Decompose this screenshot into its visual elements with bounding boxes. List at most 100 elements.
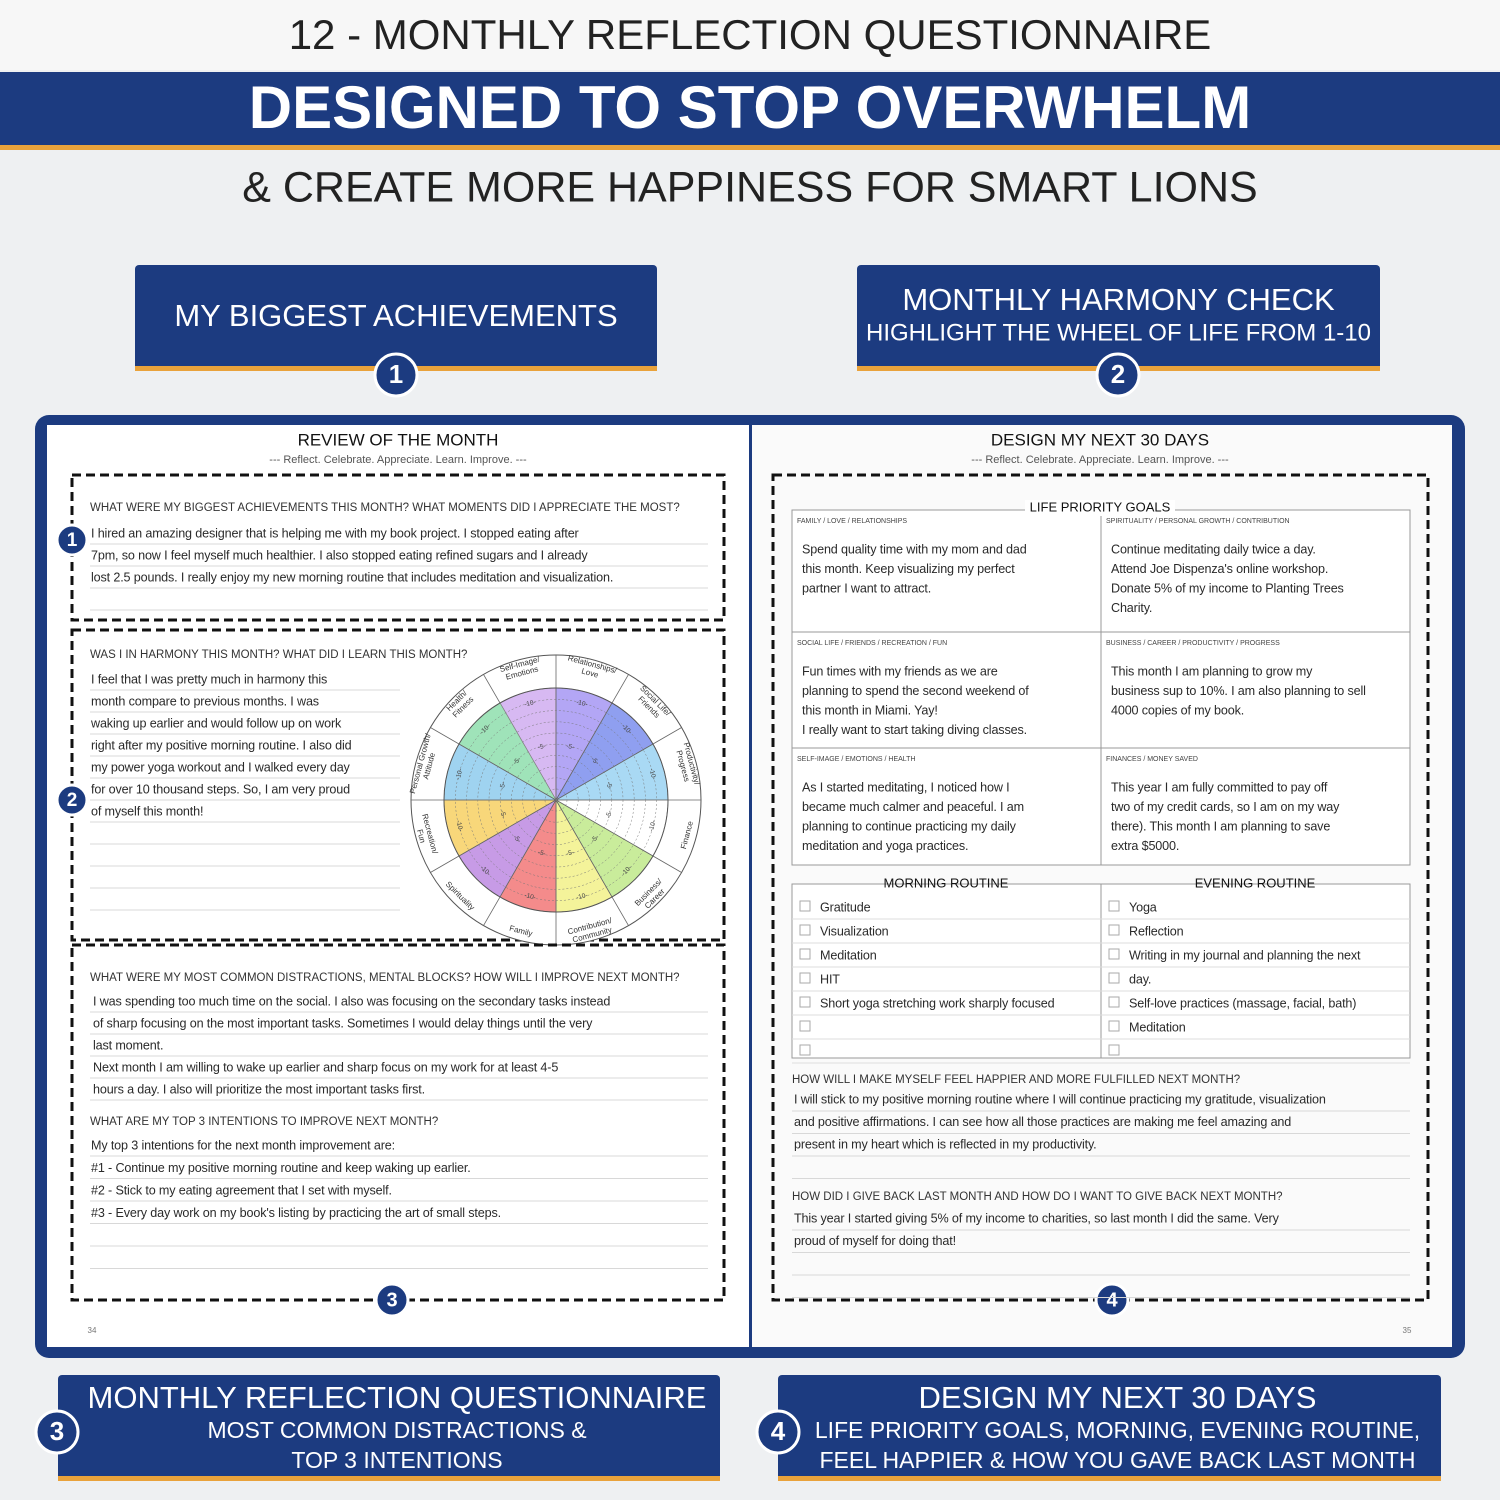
page-number: 35 xyxy=(1403,1326,1412,1335)
handwritten-line: present in my heart which is reflected i… xyxy=(794,1137,1097,1151)
handwritten-line: I really want to start taking diving cla… xyxy=(802,723,1027,737)
wheel-divider xyxy=(483,799,557,926)
checkbox xyxy=(799,1044,811,1056)
routine-item: Yoga xyxy=(1129,900,1157,914)
wheel-scale: -5- xyxy=(537,743,546,752)
page-title: REVIEW OF THE MONTH xyxy=(298,430,499,449)
handwritten-line: two of my credit cards, so I am on my wa… xyxy=(1111,800,1340,814)
checkbox xyxy=(1108,948,1120,960)
number-badge xyxy=(55,523,89,557)
wheel-label: Fun xyxy=(415,828,427,844)
routine-item: Gratitude xyxy=(820,900,871,914)
header-subline: & CREATE MORE HAPPINESS FOR SMART LIONS xyxy=(242,163,1257,211)
handwritten-line: Donate 5% of my income to Planting Trees xyxy=(1111,581,1344,595)
routine-item: Visualization xyxy=(820,924,889,938)
handwritten-line: extra $5000. xyxy=(1111,839,1179,853)
wheel-ring xyxy=(544,788,568,812)
number-badge xyxy=(1094,1282,1130,1318)
goal-label: BUSINESS / CAREER / PRODUCTIVITY / PROGR… xyxy=(1106,640,1280,647)
wheel-scale: -10- xyxy=(454,819,464,832)
handwritten-line: there). This month I am planning to save xyxy=(1111,819,1330,833)
number-badge xyxy=(55,783,89,817)
checkbox xyxy=(1108,996,1120,1008)
question: WHAT WERE MY MOST COMMON DISTRACTIONS, M… xyxy=(90,972,680,984)
routine-item: day. xyxy=(1129,972,1151,986)
wheel-scale: -5- xyxy=(590,834,601,845)
question: WAS I IN HARMONY THIS MONTH? WHAT DID I … xyxy=(90,649,467,661)
number-badge xyxy=(373,352,419,398)
handwritten-line: and positive affirmations. I can see how… xyxy=(794,1115,1291,1129)
callout-box xyxy=(778,1375,1441,1480)
goal-label: FINANCES / MONEY SAVED xyxy=(1106,756,1198,763)
handwritten-line: business sup to 10%. I am also planning … xyxy=(1111,684,1366,698)
badge-number: 4 xyxy=(1106,1289,1118,1311)
handwritten-line: #2 - Stick to my eating agreement that I… xyxy=(91,1183,392,1197)
handwritten-line: my power yoga workout and I walked every… xyxy=(91,760,351,774)
heading-bg xyxy=(1025,500,1175,516)
wheel-divider xyxy=(555,727,682,801)
routine-heading: MORNING ROUTINE xyxy=(884,875,1009,890)
wheel-ring xyxy=(477,721,635,879)
goal-label: SPIRITUALITY / PERSONAL GROWTH / CONTRIB… xyxy=(1106,518,1290,525)
handwritten-line: Spend quality time with my mom and dad xyxy=(802,542,1027,556)
handwritten-line: waking up earlier and would follow up on… xyxy=(90,716,342,730)
handwritten-line: 4000 copies of my book. xyxy=(1111,703,1244,717)
checkbox xyxy=(799,996,811,1008)
handwritten-line: Charity. xyxy=(1111,601,1152,615)
wheel-scale: -10- xyxy=(575,699,588,709)
handwritten-line: month compare to previous months. I was xyxy=(91,694,319,708)
routine-item: Self-love practices (massage, facial, ba… xyxy=(1129,996,1356,1010)
question: HOW DID I GIVE BACK LAST MONTH AND HOW D… xyxy=(792,1191,1283,1203)
goals-heading: LIFE PRIORITY GOALS xyxy=(1030,499,1171,514)
handwritten-line: proud of myself for doing that! xyxy=(794,1234,956,1248)
handwritten-line: I feel that I was pretty much in harmony… xyxy=(91,672,327,686)
number-badge xyxy=(1095,352,1141,398)
checkbox xyxy=(1108,924,1120,936)
handwritten-line: This year I am fully committed to pay of… xyxy=(1111,780,1328,794)
banner-title: DESIGNED TO STOP OVERWHELM xyxy=(249,74,1251,141)
callout-text: DESIGN MY NEXT 30 DAYS xyxy=(919,1380,1317,1415)
handwritten-line: planning to continue practicing my daily xyxy=(802,819,1017,833)
wheel-scale: -10- xyxy=(575,892,588,902)
wheel-ring xyxy=(533,777,579,823)
callout-text: FEEL HAPPIER & HOW YOU GAVE BACK LAST MO… xyxy=(819,1447,1415,1473)
wheel-scale: -5- xyxy=(605,781,614,790)
callout-accent xyxy=(58,1476,720,1481)
routine-item: Reflection xyxy=(1129,924,1184,938)
handwritten-line: #1 - Continue my positive morning routin… xyxy=(91,1161,471,1175)
routine-item: HIT xyxy=(820,972,840,986)
callout-box xyxy=(135,265,657,370)
checkbox xyxy=(799,1020,811,1032)
handwritten-line: I was spending too much time on the soci… xyxy=(93,994,610,1008)
routine-item: Meditation xyxy=(1129,1020,1186,1034)
handwritten-line: meditation and yoga practices. xyxy=(802,839,968,853)
wheel-ring xyxy=(522,766,590,834)
wheel-divider xyxy=(555,674,629,801)
routine-heading: EVENING ROUTINE xyxy=(1195,875,1316,890)
routine-item: Short yoga stretching work sharply focus… xyxy=(820,996,1055,1010)
handwritten-line: Attend Joe Dispenza's online workshop. xyxy=(1111,562,1328,576)
handwritten-line: #3 - Every day work on my book's listing… xyxy=(91,1206,501,1220)
wheel-scale: -10- xyxy=(524,892,537,902)
callout-text: MOST COMMON DISTRACTIONS & xyxy=(207,1417,586,1443)
callout-text: MONTHLY REFLECTION QUESTIONNAIRE xyxy=(88,1380,707,1415)
page-subtitle: --- Reflect. Celebrate. Appreciate. Lear… xyxy=(269,454,527,466)
checkbox xyxy=(799,948,811,960)
handwritten-line: lost 2.5 pounds. I really enjoy my new m… xyxy=(91,570,613,584)
handwritten-line: this month in Miami. Yay! xyxy=(802,703,938,717)
callout-text: MONTHLY HARMONY CHECK xyxy=(902,282,1335,317)
handwritten-line: last moment. xyxy=(93,1038,163,1052)
wheel-divider xyxy=(430,727,557,801)
callout-accent xyxy=(778,1476,1441,1481)
handwritten-line: My top 3 intentions for the next month i… xyxy=(91,1138,395,1152)
page-number: 34 xyxy=(88,1326,97,1335)
wheel-divider xyxy=(555,799,682,873)
wheel-ring xyxy=(466,710,646,890)
handwritten-line: partner I want to attract. xyxy=(802,581,931,595)
top-strip xyxy=(0,0,1500,70)
checkbox xyxy=(799,924,811,936)
callout-box xyxy=(857,265,1380,370)
banner-accent xyxy=(0,145,1500,150)
wheel-scale: -5- xyxy=(499,781,508,790)
handwritten-line: This year I started giving 5% of my inco… xyxy=(794,1211,1280,1225)
